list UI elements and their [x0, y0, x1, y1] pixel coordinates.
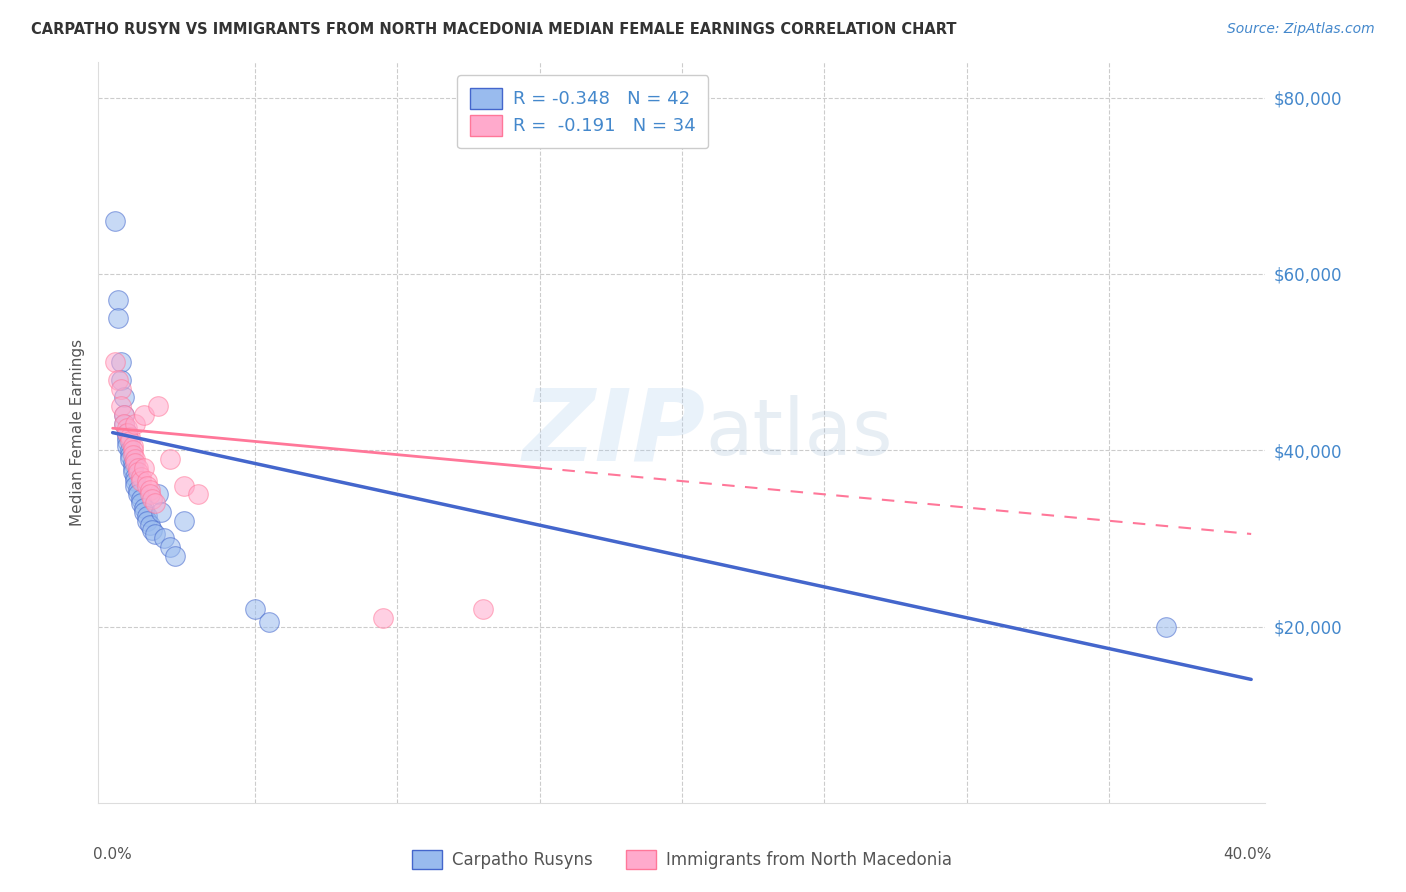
Point	[118, 434, 141, 449]
Point	[107, 373, 129, 387]
Point	[132, 505, 155, 519]
Point	[115, 421, 138, 435]
Text: Source: ZipAtlas.com: Source: ZipAtlas.com	[1227, 22, 1375, 37]
Text: atlas: atlas	[706, 394, 893, 471]
Point	[150, 505, 173, 519]
Point	[112, 390, 135, 404]
Point	[104, 355, 127, 369]
Point	[127, 461, 149, 475]
Point	[138, 483, 160, 497]
Point	[112, 408, 135, 422]
Point	[135, 509, 157, 524]
Point	[121, 448, 143, 462]
Point	[371, 610, 394, 624]
Point	[115, 425, 138, 440]
Point	[159, 452, 181, 467]
Point	[118, 448, 141, 462]
Point	[129, 491, 152, 506]
Point	[124, 457, 146, 471]
Point	[112, 417, 135, 431]
Point	[124, 469, 146, 483]
Text: 0.0%: 0.0%	[93, 847, 131, 863]
Point	[121, 457, 143, 471]
Point	[112, 417, 135, 431]
Point	[132, 500, 155, 515]
Point	[115, 434, 138, 449]
Legend: Carpatho Rusyns, Immigrants from North Macedonia: Carpatho Rusyns, Immigrants from North M…	[405, 843, 959, 876]
Point	[107, 293, 129, 308]
Point	[124, 478, 146, 492]
Point	[121, 465, 143, 479]
Point	[124, 452, 146, 467]
Point	[124, 417, 146, 431]
Text: ZIP: ZIP	[522, 384, 706, 481]
Point	[138, 487, 160, 501]
Point	[124, 474, 146, 488]
Point	[135, 474, 157, 488]
Point	[148, 399, 170, 413]
Point	[173, 514, 195, 528]
Point	[129, 469, 152, 483]
Point	[257, 615, 280, 629]
Point	[127, 487, 149, 501]
Point	[115, 430, 138, 444]
Text: 40.0%: 40.0%	[1223, 847, 1271, 863]
Point	[165, 549, 187, 563]
Point	[187, 487, 209, 501]
Point	[107, 311, 129, 326]
Point	[153, 532, 176, 546]
Point	[135, 478, 157, 492]
Point	[118, 443, 141, 458]
Point	[173, 478, 195, 492]
Point	[115, 439, 138, 453]
Point	[135, 514, 157, 528]
Point	[159, 540, 181, 554]
Point	[471, 602, 494, 616]
Point	[132, 461, 155, 475]
Point	[110, 399, 132, 413]
Point	[118, 452, 141, 467]
Point	[121, 461, 143, 475]
Point	[110, 355, 132, 369]
Point	[104, 214, 127, 228]
Point	[112, 408, 135, 422]
Point	[110, 373, 132, 387]
Point	[110, 382, 132, 396]
Point	[243, 602, 266, 616]
Point	[141, 523, 163, 537]
Point	[141, 491, 163, 506]
Point	[129, 474, 152, 488]
Y-axis label: Median Female Earnings: Median Female Earnings	[70, 339, 86, 526]
Point	[118, 430, 141, 444]
Point	[132, 408, 155, 422]
Point	[143, 527, 166, 541]
Point	[115, 425, 138, 440]
Point	[138, 518, 160, 533]
Point	[121, 443, 143, 458]
Point	[121, 439, 143, 453]
Point	[148, 487, 170, 501]
Point	[127, 465, 149, 479]
Point	[127, 483, 149, 497]
Point	[1154, 619, 1177, 633]
Point	[143, 496, 166, 510]
Point	[129, 496, 152, 510]
Text: CARPATHO RUSYN VS IMMIGRANTS FROM NORTH MACEDONIA MEDIAN FEMALE EARNINGS CORRELA: CARPATHO RUSYN VS IMMIGRANTS FROM NORTH …	[31, 22, 956, 37]
Point	[115, 425, 138, 440]
